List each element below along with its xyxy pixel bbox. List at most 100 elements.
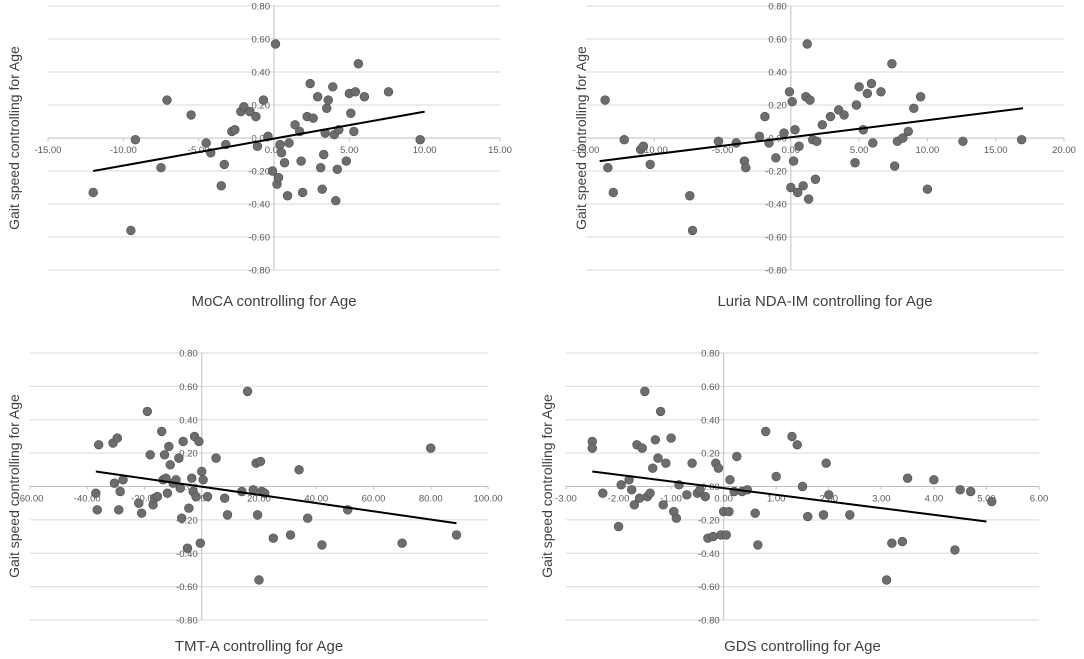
data-point [328,82,338,92]
data-point [803,194,814,204]
data-point [792,440,802,450]
data-point [175,483,185,493]
data-point [201,138,211,148]
data-point [965,486,976,497]
y-tick-label: 0.40 [179,415,198,426]
data-point [93,440,104,450]
data-point [308,113,318,123]
y-tick-label: 0.00 [179,482,198,493]
data-point [851,100,862,110]
x-tick-label: 15.00 [488,145,512,156]
data-point [658,500,668,510]
y-tick-label: -0.60 [765,233,787,244]
x-tick-label: 0.00 [265,145,284,156]
data-point [708,531,718,542]
data-point [182,543,193,553]
x-tick-label: -60.00 [17,494,44,505]
data-point [159,450,170,460]
x-axis-title: MoCA controlling for Age [191,293,356,310]
data-point [909,103,919,114]
data-point [797,481,808,492]
data-point [194,436,204,447]
data-point [359,92,370,102]
x-tick-label: 60.00 [362,494,386,505]
data-point [1016,134,1027,145]
data-point [850,158,860,168]
data-point [353,59,364,69]
x-tick-label: 15.00 [984,145,1008,156]
data-point [145,450,155,460]
data-point [724,506,734,517]
data-point [202,491,213,502]
y-tick-label: 0.60 [179,382,198,393]
y-tick-label: -0.20 [248,167,270,178]
trendline [592,470,987,523]
data-point [323,95,333,105]
y-tick-label: 0.20 [179,449,198,460]
x-tick-label: -1.00 [660,494,682,505]
y-tick-label: 0.80 [179,349,198,360]
x-tick-label: 0.00 [193,494,212,505]
x-tick-label: -2.00 [608,494,630,505]
data-point [222,510,233,520]
data-point [130,134,141,145]
x-tick-label: -3.00 [555,494,577,505]
data-point [788,156,799,166]
data-point [239,101,249,112]
data-point [779,128,789,138]
data-point [645,159,655,170]
data-point [162,488,173,498]
data-point [650,435,661,445]
y-tick-label: 0.00 [701,482,720,493]
data-point [889,161,900,171]
x-tick-label: 10.00 [413,145,437,156]
data-point [648,463,658,473]
data-point [887,59,897,69]
data-point [685,191,695,201]
data-point [230,125,240,135]
data-point [634,493,645,503]
data-point [626,485,637,495]
data-point [803,511,813,522]
data-point [825,111,836,122]
x-tick-label: -20.00 [131,494,158,505]
y-axis-title: Gait speed controlling for Age [6,46,22,230]
data-point [346,108,356,118]
data-point [862,88,873,99]
data-point [687,458,697,468]
data-point [349,126,359,137]
data-point [771,471,781,482]
data-point [854,82,864,92]
data-point [725,475,735,485]
data-point [115,486,125,497]
data-point [986,496,997,507]
data-point [629,500,640,510]
data-point [713,463,724,473]
data-point [817,120,827,130]
data-point [655,406,666,417]
data-point [245,106,255,117]
trendline [599,107,1024,163]
x-tick-label: 80.00 [419,494,443,505]
data-point [868,138,878,148]
x-tick-label: 6.00 [1030,494,1049,505]
data-point [88,187,98,198]
y-tick-label: -0.20 [698,515,720,526]
trendline [93,110,425,172]
data-point [254,575,264,585]
data-point [258,95,269,105]
y-tick-label: 0.20 [252,101,271,112]
data-point [316,163,326,173]
data-point [810,174,821,184]
x-tick-label: 20.00 [247,494,271,505]
y-tick-label: -0.40 [248,200,270,211]
chart-2: 0.80 0.60 0.40 0.20 0.00 -0.20 -0.40 -0.60 -0.80… [573,2,1076,311]
data-point [802,39,812,49]
data-point [600,95,610,105]
x-tick-label: 4.00 [925,494,944,505]
y-tick-label: -0.40 [176,549,198,560]
data-point [317,184,327,194]
data-point [211,453,221,463]
data-point [152,491,163,502]
